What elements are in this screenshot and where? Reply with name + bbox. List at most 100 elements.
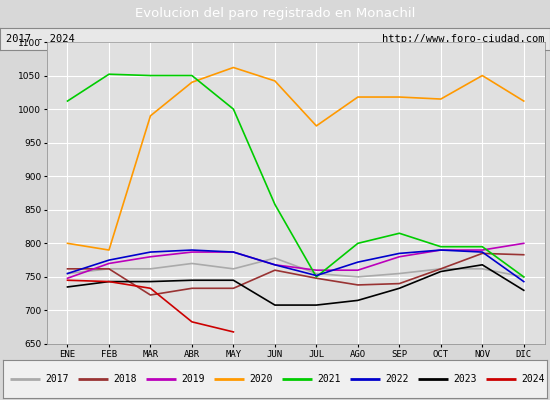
2020 <box>479 73 486 78</box>
2018 <box>396 281 403 286</box>
2024 <box>147 286 154 291</box>
Text: 2018: 2018 <box>113 374 136 384</box>
2023 <box>147 279 154 284</box>
2024 <box>230 330 236 334</box>
2024 <box>106 279 112 284</box>
2020 <box>189 80 195 85</box>
2018 <box>437 266 444 271</box>
2018 <box>272 268 278 272</box>
Text: 2021: 2021 <box>317 374 340 384</box>
Text: 2017 - 2024: 2017 - 2024 <box>6 34 74 44</box>
Line: 2022: 2022 <box>68 250 524 282</box>
2023 <box>396 286 403 291</box>
2024 <box>189 320 195 324</box>
Line: 2021: 2021 <box>68 74 524 277</box>
2022 <box>230 250 236 254</box>
2022 <box>64 271 71 276</box>
2020 <box>272 78 278 83</box>
2021 <box>147 73 154 78</box>
2021 <box>437 244 444 249</box>
Text: 2017: 2017 <box>45 374 68 384</box>
2022 <box>396 251 403 256</box>
2019 <box>272 262 278 267</box>
2018 <box>230 286 236 291</box>
2023 <box>313 303 320 308</box>
2019 <box>396 254 403 259</box>
2019 <box>437 248 444 252</box>
2018 <box>479 251 486 256</box>
2023 <box>272 303 278 308</box>
2019 <box>520 241 527 246</box>
2017 <box>147 266 154 271</box>
2018 <box>106 266 112 271</box>
2021 <box>396 231 403 236</box>
2023 <box>230 278 236 283</box>
2017 <box>64 271 71 276</box>
2017 <box>230 266 236 271</box>
Text: http://www.foro-ciudad.com: http://www.foro-ciudad.com <box>382 34 544 44</box>
2021 <box>520 274 527 279</box>
2023 <box>520 288 527 293</box>
2021 <box>313 274 320 279</box>
2022 <box>189 248 195 252</box>
2022 <box>147 250 154 254</box>
Text: 2022: 2022 <box>385 374 409 384</box>
2017 <box>437 266 444 271</box>
Line: 2024: 2024 <box>68 280 233 332</box>
2017 <box>313 271 320 276</box>
2017 <box>272 256 278 260</box>
Text: 2024: 2024 <box>521 374 545 384</box>
Line: 2020: 2020 <box>68 68 524 250</box>
2021 <box>189 73 195 78</box>
2019 <box>479 248 486 252</box>
2022 <box>313 273 320 278</box>
2017 <box>396 271 403 276</box>
2023 <box>437 269 444 274</box>
2018 <box>64 266 71 271</box>
Line: 2019: 2019 <box>68 243 524 278</box>
2022 <box>437 248 444 252</box>
2020 <box>520 99 527 104</box>
2020 <box>106 248 112 252</box>
2017 <box>355 274 361 279</box>
2023 <box>479 262 486 267</box>
2017 <box>479 266 486 271</box>
2023 <box>64 284 71 289</box>
2019 <box>355 268 361 272</box>
2019 <box>313 268 320 272</box>
2023 <box>189 278 195 283</box>
2021 <box>479 244 486 249</box>
2021 <box>230 107 236 112</box>
2021 <box>355 241 361 246</box>
2022 <box>520 279 527 284</box>
2020 <box>437 97 444 102</box>
2023 <box>106 279 112 284</box>
2017 <box>189 261 195 266</box>
Text: 2023: 2023 <box>453 374 477 384</box>
Text: Evolucion del paro registrado en Monachil: Evolucion del paro registrado en Monachi… <box>135 8 415 20</box>
2019 <box>64 276 71 281</box>
2018 <box>313 276 320 281</box>
2020 <box>313 124 320 128</box>
2021 <box>64 99 71 104</box>
2020 <box>355 95 361 100</box>
2022 <box>106 258 112 262</box>
2023 <box>355 298 361 303</box>
Line: 2018: 2018 <box>68 254 524 295</box>
2017 <box>520 274 527 279</box>
2018 <box>355 282 361 287</box>
2017 <box>106 266 112 271</box>
Text: 2019: 2019 <box>181 374 205 384</box>
2020 <box>230 65 236 70</box>
2022 <box>479 250 486 254</box>
2018 <box>147 293 154 298</box>
2022 <box>272 262 278 267</box>
2019 <box>230 250 236 254</box>
2019 <box>147 254 154 259</box>
2020 <box>147 114 154 118</box>
2024 <box>64 278 71 283</box>
2019 <box>189 250 195 254</box>
2020 <box>64 241 71 246</box>
2021 <box>272 202 278 207</box>
2018 <box>520 252 527 257</box>
